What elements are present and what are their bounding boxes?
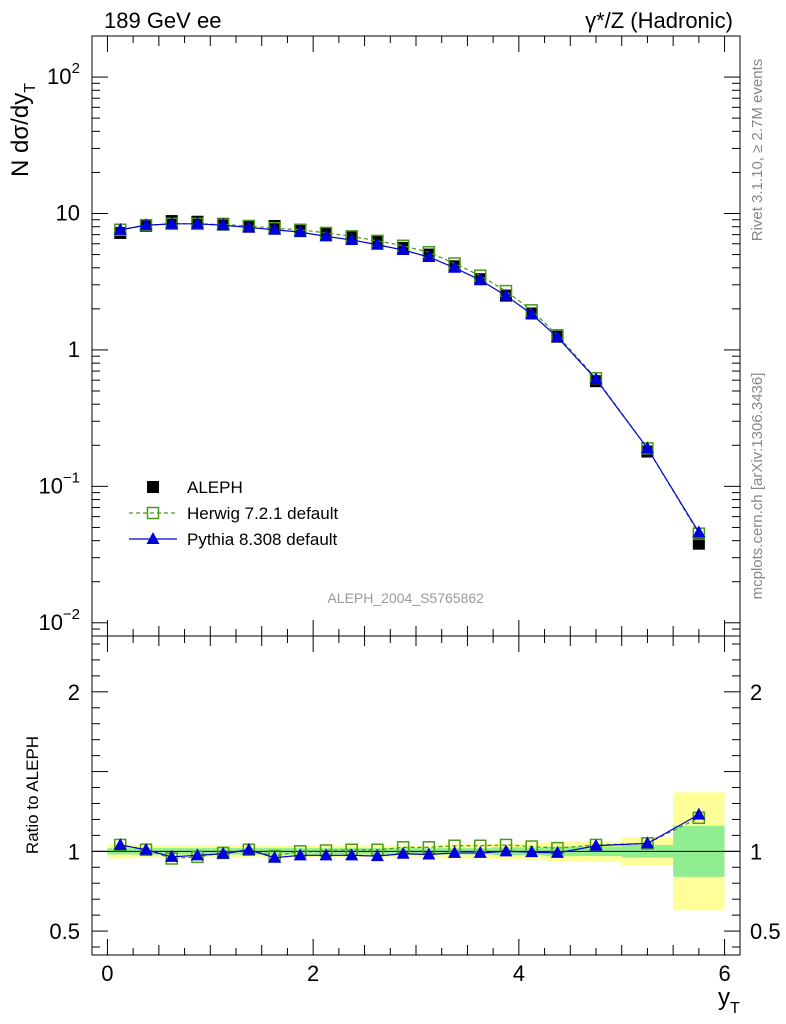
pythia-point: [448, 260, 462, 273]
ratio-pythia-point: [550, 845, 564, 858]
ratio-y-axis-label: Ratio to ALEPH: [23, 736, 42, 854]
y-tick-label-exponent: −1: [63, 469, 80, 486]
main-y-axis-label: N dσ/dyT: [7, 83, 39, 177]
y-tick-label-exponent: −2: [63, 606, 80, 623]
pythia-point: [345, 232, 359, 245]
y-tick-label: 1: [68, 337, 80, 362]
pythia-point: [293, 225, 307, 238]
pythia-point: [113, 222, 127, 235]
ratio-pythia-point: [499, 844, 513, 857]
legend-marker: [147, 481, 159, 493]
y-tick-label: 10: [39, 473, 63, 498]
ratio-y-tick-label-right: 1: [750, 839, 762, 864]
ratio-pythia-point: [345, 848, 359, 861]
ratio-pythia-point: [268, 850, 282, 863]
series-pythia: [113, 216, 706, 538]
pythia-point: [268, 222, 282, 235]
ratio-pythia-point: [319, 848, 333, 861]
pythia-point: [319, 229, 333, 242]
title-right: γ*/Z (Hadronic): [585, 8, 733, 33]
legend-label: Herwig 7.2.1 default: [187, 504, 338, 523]
ratio-pythia-point: [165, 849, 179, 862]
pythia-point: [190, 216, 204, 229]
x-axis-label-text: y: [718, 984, 730, 1011]
pythia-point: [473, 273, 487, 286]
ratio-y-tick-label-left: 2: [68, 680, 80, 705]
pythia-point: [692, 525, 706, 538]
ratio-pythia-point: [473, 845, 487, 858]
pythia-point: [422, 249, 436, 262]
analysis-watermark: ALEPH_2004_S5765862: [327, 590, 484, 606]
pythia-point: [370, 237, 384, 250]
ratio-pythia-point: [370, 849, 384, 862]
title-left: 189 GeV ee: [104, 8, 221, 33]
ratio-pythia-point: [113, 837, 127, 850]
mcplots-source-label: mcplots.cern.ch [arXiv:1306.3436]: [749, 373, 766, 600]
ratio-pythia-point: [525, 845, 539, 858]
x-tick-label: 4: [513, 961, 525, 986]
y-tick-label: 10: [39, 610, 63, 635]
data-point: [692, 537, 705, 550]
data-series: [113, 215, 706, 865]
ratio-uncertainty-bands: [92, 792, 740, 911]
pythia-point: [499, 288, 513, 301]
pythia-point: [550, 330, 564, 343]
x-tick-label: 6: [718, 961, 730, 986]
x-axis-label: yT: [718, 984, 740, 1017]
ratio-y-tick-label-left: 0.5: [49, 919, 80, 944]
legend-marker: [146, 506, 160, 520]
ratio-y-tick-label-right: 2: [750, 680, 762, 705]
ratio-pythia-point: [396, 846, 410, 859]
legend-marker: [146, 532, 160, 544]
pythia-point: [139, 218, 153, 231]
legend-entry-data: ALEPH: [147, 478, 243, 497]
pythia-point: [396, 243, 410, 256]
ratio-pythia-point: [190, 848, 204, 861]
rivet-version-label: Rivet 3.1.10, ≥ 2.7M events: [749, 59, 766, 242]
pythia-point: [640, 441, 654, 454]
main-y-axis-label-subscript: T: [22, 83, 39, 93]
ratio-y-tick-label-left: 1: [68, 839, 80, 864]
ratio-pythia-point: [422, 847, 436, 860]
x-tick-label: 2: [307, 961, 319, 986]
ratio-pythia-point: [216, 846, 230, 859]
x-axis-label-subscript: T: [730, 1000, 740, 1017]
ratio-pythia-point: [293, 848, 307, 861]
y-tick-label: 10: [56, 200, 80, 225]
ratio-pythia-point: [242, 842, 256, 855]
pythia-point: [242, 220, 256, 233]
legend-entry-pythia: Pythia 8.308 default: [129, 530, 338, 549]
ratio-pythia-point: [640, 836, 654, 849]
legend-label: Pythia 8.308 default: [187, 530, 338, 549]
y-tick-label-exponent: 2: [72, 60, 80, 77]
ratio-series-pythia: [113, 807, 706, 863]
axis-ticks: [92, 35, 740, 955]
pythia-point: [525, 307, 539, 320]
legend-label: ALEPH: [187, 478, 243, 497]
pythia-point: [165, 216, 179, 229]
pythia-point: [216, 218, 230, 231]
legend-entry-herwig: Herwig 7.2.1 default: [129, 504, 338, 523]
ratio-pythia-point: [448, 845, 462, 858]
x-tick-label: 0: [101, 961, 113, 986]
pythia-point: [589, 372, 603, 385]
y-tick-label: 10: [47, 64, 71, 89]
ratio-y-tick-label-right: 0.5: [750, 919, 781, 944]
ratio-pythia-point: [139, 842, 153, 855]
ratio-pythia-point: [692, 807, 706, 820]
main-y-axis-label-text: N dσ/dy: [7, 93, 34, 177]
legend: ALEPH Herwig 7.2.1 default Pythia 8.308 de…: [129, 478, 338, 549]
ratio-pythia-point: [589, 838, 603, 851]
